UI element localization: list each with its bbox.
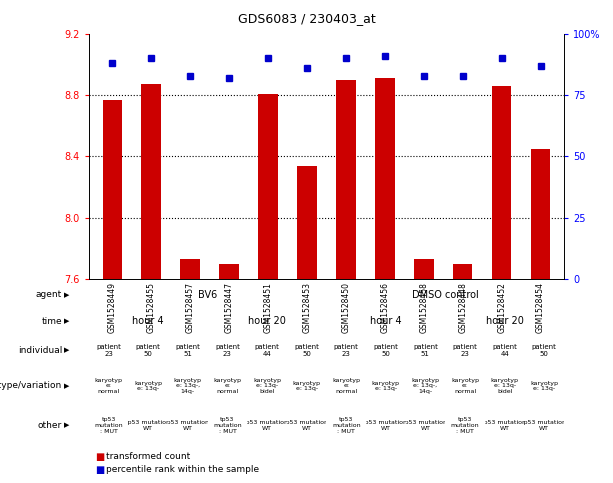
- Text: karyotyp
e: 13q-,
14q-: karyotyp e: 13q-, 14q-: [174, 378, 202, 394]
- Text: other: other: [38, 421, 63, 430]
- Text: karyotyp
e: 13q-,
14q-: karyotyp e: 13q-, 14q-: [411, 378, 440, 394]
- Text: karyotyp
e: 13q-
bidel: karyotyp e: 13q- bidel: [490, 378, 519, 394]
- Text: BV6: BV6: [198, 290, 217, 300]
- Bar: [102, 100, 122, 279]
- Bar: [180, 259, 200, 279]
- Text: patient
44: patient 44: [492, 344, 517, 357]
- Text: GDS6083 / 230403_at: GDS6083 / 230403_at: [238, 12, 375, 25]
- Text: karyotyp
e: 13q-: karyotyp e: 13q-: [292, 381, 321, 391]
- Text: karyotyp
e: 13q-
bidel: karyotyp e: 13q- bidel: [253, 378, 281, 394]
- Bar: [375, 78, 395, 279]
- Text: genotype/variation: genotype/variation: [0, 382, 63, 390]
- Text: ■: ■: [95, 465, 104, 475]
- Text: tp53
mutation
: MUT: tp53 mutation : MUT: [332, 417, 360, 434]
- Text: hour 4: hour 4: [370, 316, 402, 327]
- Text: hour 20: hour 20: [248, 316, 286, 327]
- Text: patient
23: patient 23: [452, 344, 478, 357]
- Text: tp53 mutation:
WT: tp53 mutation: WT: [283, 420, 330, 431]
- Text: ▶: ▶: [64, 292, 69, 298]
- Bar: [453, 264, 473, 279]
- Text: tp53 mutation:
WT: tp53 mutation: WT: [402, 420, 449, 431]
- Text: karyotyp
e: 13q-: karyotyp e: 13q-: [530, 381, 558, 391]
- Text: tp53
mutation
: MUT: tp53 mutation : MUT: [94, 417, 123, 434]
- Text: patient
50: patient 50: [136, 344, 161, 357]
- Text: DMSO control: DMSO control: [412, 290, 479, 300]
- Text: tp53
mutation
: MUT: tp53 mutation : MUT: [213, 417, 242, 434]
- Bar: [142, 85, 161, 279]
- Text: ▶: ▶: [64, 423, 69, 428]
- Text: patient
44: patient 44: [254, 344, 280, 357]
- Bar: [336, 80, 356, 279]
- Text: karyotyp
e:
normal: karyotyp e: normal: [332, 378, 360, 394]
- Text: patient
50: patient 50: [531, 344, 557, 357]
- Text: patient
23: patient 23: [96, 344, 121, 357]
- Text: karyotyp
e:
normal: karyotyp e: normal: [213, 378, 242, 394]
- Text: karyotyp
e:
normal: karyotyp e: normal: [94, 378, 123, 394]
- Bar: [258, 94, 278, 279]
- Text: individual: individual: [18, 346, 63, 355]
- Text: agent: agent: [36, 290, 63, 299]
- Text: patient
23: patient 23: [334, 344, 359, 357]
- Bar: [297, 166, 317, 279]
- Text: ▶: ▶: [64, 383, 69, 389]
- Text: transformed count: transformed count: [106, 452, 190, 461]
- Text: tp53
mutation
: MUT: tp53 mutation : MUT: [451, 417, 479, 434]
- Text: patient
51: patient 51: [413, 344, 438, 357]
- Text: patient
50: patient 50: [373, 344, 398, 357]
- Text: tp53 mutation:
WT: tp53 mutation: WT: [164, 420, 211, 431]
- Text: ■: ■: [95, 452, 104, 462]
- Bar: [414, 259, 433, 279]
- Text: hour 4: hour 4: [132, 316, 164, 327]
- Text: ▶: ▶: [64, 347, 69, 354]
- Bar: [531, 149, 550, 279]
- Text: karyotyp
e: 13q-: karyotyp e: 13q-: [372, 381, 400, 391]
- Bar: [492, 86, 511, 279]
- Text: patient
23: patient 23: [215, 344, 240, 357]
- Text: patient
50: patient 50: [294, 344, 319, 357]
- Text: time: time: [42, 317, 63, 326]
- Text: hour 20: hour 20: [485, 316, 524, 327]
- Text: tp53 mutation:
WT: tp53 mutation: WT: [520, 420, 568, 431]
- Text: karyotyp
e:
normal: karyotyp e: normal: [451, 378, 479, 394]
- Text: tp53 mutation:
WT: tp53 mutation: WT: [124, 420, 172, 431]
- Text: ▶: ▶: [64, 318, 69, 325]
- Text: tp53 mutation:
WT: tp53 mutation: WT: [362, 420, 409, 431]
- Text: karyotyp
e: 13q-: karyotyp e: 13q-: [134, 381, 162, 391]
- Bar: [219, 264, 239, 279]
- Text: tp53 mutation:
WT: tp53 mutation: WT: [481, 420, 528, 431]
- Text: percentile rank within the sample: percentile rank within the sample: [106, 466, 259, 474]
- Text: patient
51: patient 51: [175, 344, 200, 357]
- Text: tp53 mutation:
WT: tp53 mutation: WT: [243, 420, 291, 431]
